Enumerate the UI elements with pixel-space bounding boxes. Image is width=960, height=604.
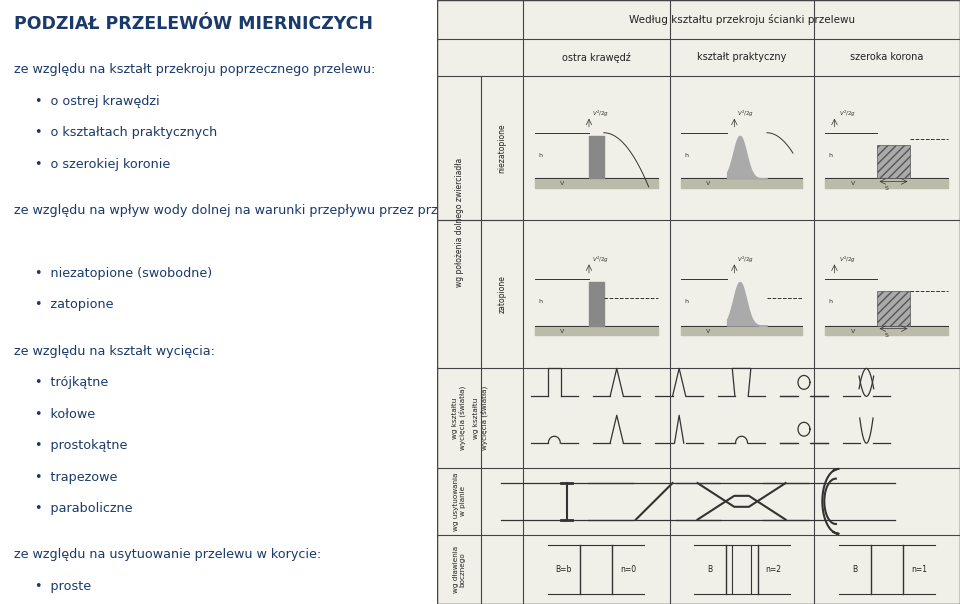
Text: •  prostokątne: • prostokątne [36,439,128,452]
Text: B: B [707,565,712,574]
Text: szeroka korona: szeroka korona [850,53,924,62]
Text: ze względu na wpływ wody dolnej na warunki przepływu przez przelew:: ze względu na wpływ wody dolnej na warun… [13,204,470,217]
Text: V: V [707,181,710,187]
Text: h: h [828,300,832,304]
Text: n=0: n=0 [620,565,636,574]
Text: n=1: n=1 [911,565,927,574]
Text: wg dławienia
bocznego: wg dławienia bocznego [452,545,466,593]
Bar [876,145,910,178]
Text: h: h [828,153,832,158]
Text: wg kształtu
wycięcia (światła): wg kształtu wycięcia (światła) [473,386,488,451]
Text: S: S [885,185,889,191]
Text: wg położenia dolnego zwierciadła: wg położenia dolnego zwierciadła [454,158,464,286]
Text: wg kształtu
wycięcia (światła): wg kształtu wycięcia (światła) [452,386,467,451]
Text: $V^2/2g$: $V^2/2g$ [737,109,755,120]
Text: wg usytuowania
w planie: wg usytuowania w planie [452,472,466,530]
Text: ostra krawędź: ostra krawędź [562,52,631,63]
Text: •  zatopione: • zatopione [36,298,113,312]
Text: S: S [885,333,889,338]
Text: PODZIAŁ PRZELEWÓW MIERNICZYCH: PODZIAŁ PRZELEWÓW MIERNICZYCH [13,15,372,33]
Text: V: V [561,181,564,187]
Text: zatopione: zatopione [497,275,507,313]
Text: B: B [852,565,857,574]
Text: $V^2/2g$: $V^2/2g$ [592,255,610,265]
Text: ze względu na kształt wycięcia:: ze względu na kształt wycięcia: [13,345,215,358]
Bar [876,291,910,326]
Text: V: V [851,181,855,187]
Text: $V^2/2g$: $V^2/2g$ [839,255,856,265]
Text: •  paraboliczne: • paraboliczne [36,502,132,515]
Text: •  proste: • proste [36,580,91,593]
Text: h: h [538,153,542,158]
Text: •  kołowe: • kołowe [36,408,95,421]
Text: V: V [561,329,564,333]
Text: •  o ostrej krawędzi: • o ostrej krawędzi [36,95,160,108]
Text: h: h [684,300,688,304]
Text: Według kształtu przekroju ścianki przelewu: Według kształtu przekroju ścianki przele… [629,14,854,25]
Text: h: h [538,300,542,304]
Text: niezatopione: niezatopione [497,123,507,173]
Text: B=b: B=b [556,565,572,574]
Text: •  trójkątne: • trójkątne [36,376,108,390]
Text: •  niezatopione (swobodne): • niezatopione (swobodne) [36,267,212,280]
Text: $V^2/2g$: $V^2/2g$ [592,109,610,120]
Text: V: V [851,329,855,333]
Text: V: V [707,329,710,333]
Text: $V^2/2g$: $V^2/2g$ [839,109,856,120]
Text: ze względu na usytuowanie przelewu w korycie:: ze względu na usytuowanie przelewu w kor… [13,548,322,562]
Text: kształt praktyczny: kształt praktyczny [697,53,786,62]
Text: •  o kształtach praktycznych: • o kształtach praktycznych [36,126,218,140]
Text: •  o szerokiej koronie: • o szerokiej koronie [36,158,171,171]
Text: n=2: n=2 [766,565,781,574]
Text: •  trapezowe: • trapezowe [36,471,118,484]
Text: $V^2/2g$: $V^2/2g$ [737,255,755,265]
Text: h: h [684,153,688,158]
Text: ze względu na kształt przekroju poprzecznego przelewu:: ze względu na kształt przekroju poprzecz… [13,63,375,77]
